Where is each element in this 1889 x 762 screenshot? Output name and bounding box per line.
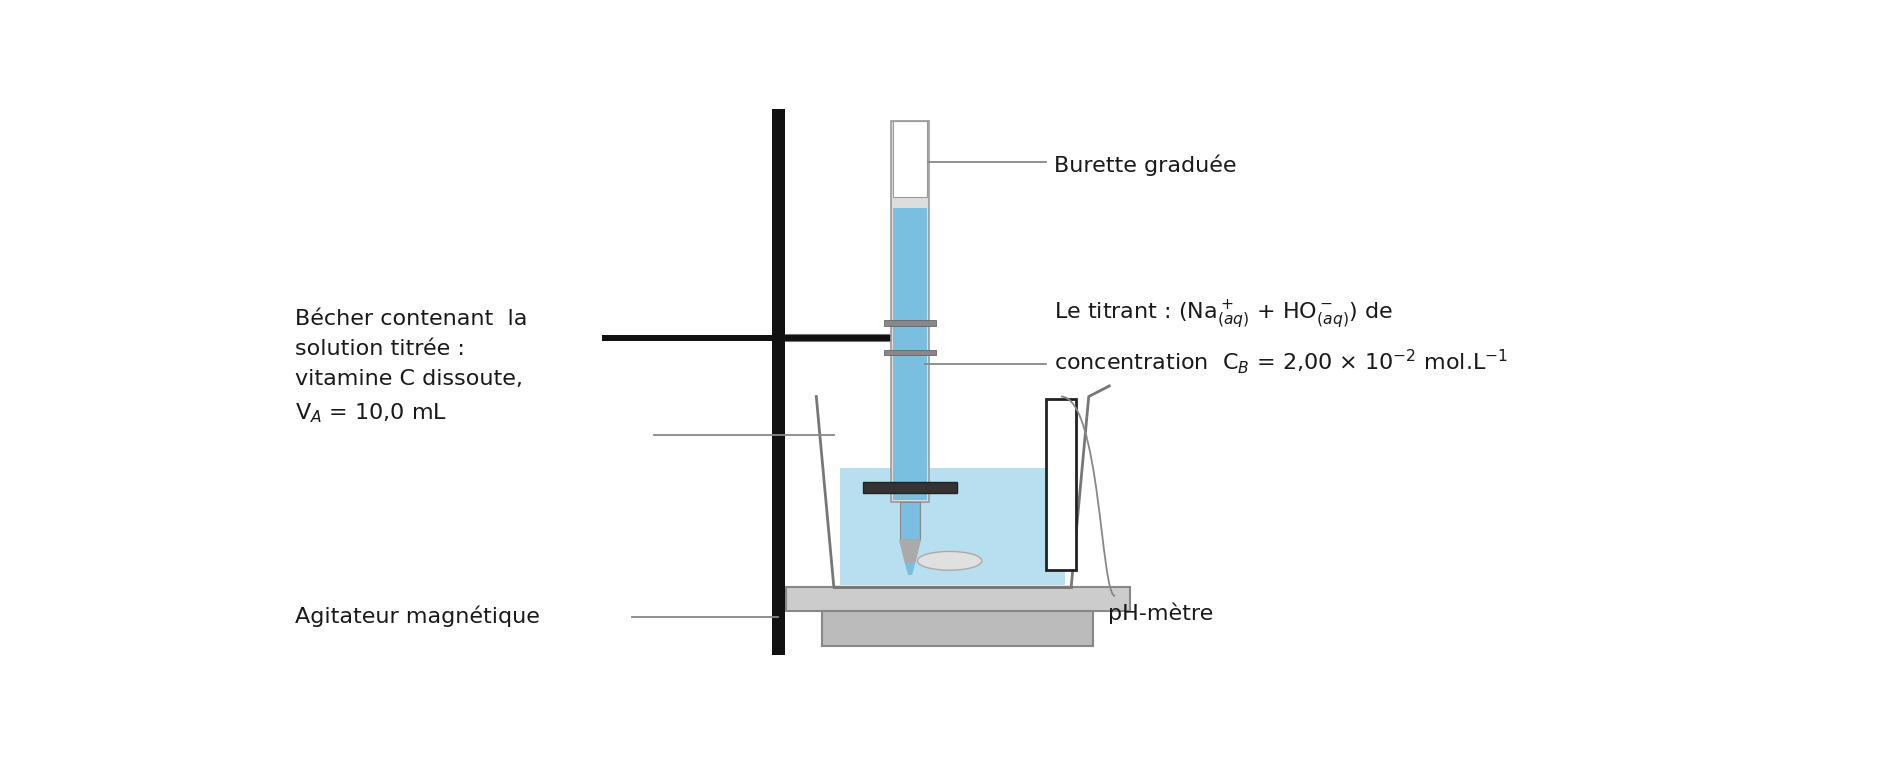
Polygon shape xyxy=(899,540,920,564)
Bar xyxy=(786,588,1130,610)
Text: Bécher contenant  la
solution titrée :
vitamine C dissoute,
V$_A$ = 10,0 mL: Bécher contenant la solution titrée : vi… xyxy=(295,309,527,424)
Text: concentration  C$_B$ = 2,00 × 10$^{-2}$ mol.L$^{-1}$: concentration C$_B$ = 2,00 × 10$^{-2}$ m… xyxy=(1052,347,1507,376)
Text: Le titrant : (Na$^+_{(aq)}$ + HO$^-_{(aq)}$) de: Le titrant : (Na$^+_{(aq)}$ + HO$^-_{(aq… xyxy=(1052,298,1392,331)
Bar xyxy=(884,320,935,326)
Bar xyxy=(603,335,903,341)
Ellipse shape xyxy=(916,552,980,570)
Bar xyxy=(893,121,926,197)
Bar xyxy=(1047,399,1075,570)
Text: Burette graduée: Burette graduée xyxy=(1052,154,1235,175)
Bar xyxy=(893,209,926,501)
Bar xyxy=(884,350,935,355)
Bar xyxy=(822,610,1092,646)
Bar xyxy=(890,121,929,502)
Bar xyxy=(784,335,890,341)
Polygon shape xyxy=(905,564,914,575)
Text: Agitateur magnétique: Agitateur magnétique xyxy=(295,606,540,627)
Bar xyxy=(901,504,918,539)
Text: pH-mètre: pH-mètre xyxy=(1107,603,1213,624)
Bar xyxy=(839,468,1065,585)
Bar xyxy=(771,109,784,655)
Bar xyxy=(899,502,920,540)
Bar xyxy=(863,482,956,493)
